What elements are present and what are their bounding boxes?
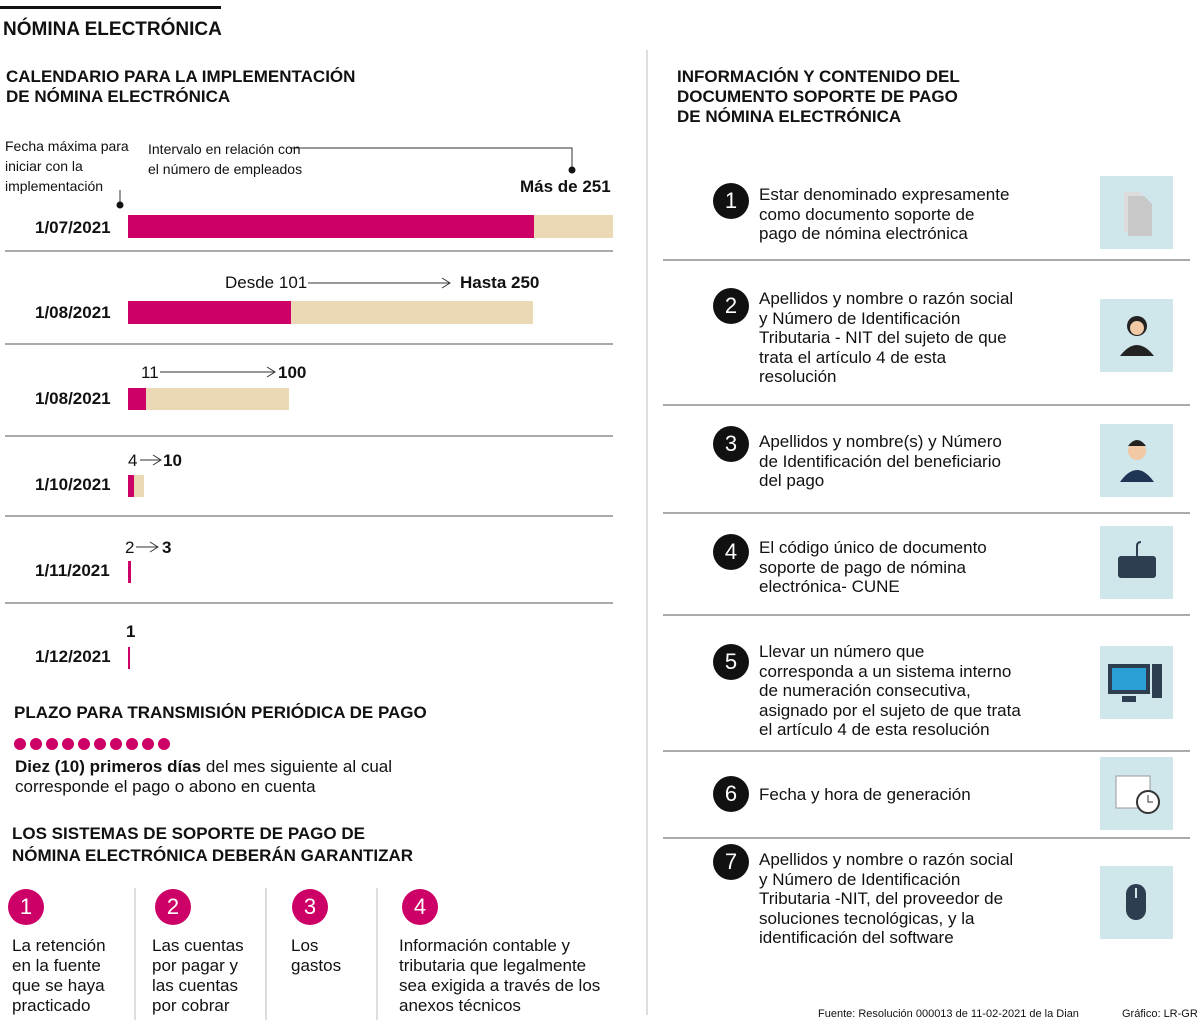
section-title: PLAZO PARA TRANSMISIÓN PERIÓDICA DE PAGO [14, 703, 427, 722]
date: 1/12/2021 [35, 647, 111, 666]
item-text: Información contable y [399, 936, 571, 955]
item-text: Estar denominado expresamente [759, 185, 1010, 204]
item-text: que se haya [12, 976, 105, 995]
section-title: CALENDARIO PARA LA IMPLEMENTACIÓN [6, 67, 356, 86]
legend: Fecha máxima para [5, 138, 129, 154]
legend: iniciar con la [5, 158, 83, 174]
section-title: NÓMINA ELECTRÓNICA DEBERÁN GARANTIZAR [12, 846, 414, 865]
item-text: del pago [759, 471, 825, 490]
item-text: corresponda a un sistema interno [759, 661, 1012, 681]
text: Diez (10) primeros días del mes siguient… [15, 758, 392, 775]
item-dividers [134, 888, 378, 1020]
range-from: Desde 101 [225, 273, 308, 292]
item-text: y Número de Identificación [759, 869, 961, 889]
number-badge: 1 [713, 183, 749, 219]
item-text: Tributaria - NIT del sujeto de que [759, 328, 1007, 347]
range-to: Hasta 250 [460, 273, 540, 292]
item-text: de Identificación del beneficiario [759, 451, 1001, 471]
header-rule [0, 6, 221, 9]
range-to: Más de 251 [520, 177, 611, 196]
range-from: 11 [141, 363, 159, 382]
item-text: electrónica- CUNE [759, 577, 900, 596]
item-text: Los [291, 936, 319, 955]
legend: el número de empleados [148, 161, 303, 177]
item-text: por pagar y [152, 956, 238, 975]
range-from: 2 [125, 538, 135, 557]
date: 1/07/2021 [35, 218, 111, 237]
row-separators [5, 250, 613, 604]
source: Fuente: Resolución 000013 de 11-02-2021 … [818, 1008, 1079, 1020]
bold-text: Diez (10) primeros días [15, 757, 202, 776]
info-separators [663, 259, 1190, 839]
number-badge: 2 [155, 889, 191, 925]
text: del mes siguiente al cual [205, 757, 393, 776]
date: 1/08/2021 [35, 389, 111, 408]
item-text: Apellidos y nombre o razón social [759, 289, 1014, 308]
item-text: anexos técnicos [399, 996, 521, 1015]
item-text: asignado por el sujeto de que trata [759, 700, 1021, 720]
section-title: DE NÓMINA ELECTRÓNICA [6, 87, 231, 106]
item-text: pago de nómina electrónica [759, 224, 968, 243]
number-badge: 3 [713, 426, 749, 462]
legend: Intervalo en relación con [148, 141, 301, 157]
section-title: DOCUMENTO SOPORTE DE PAGO [677, 87, 958, 106]
number-badge: 4 [402, 889, 438, 925]
credit: Gráfico: LR-GR [1122, 1008, 1198, 1020]
item-text: las cuentas [152, 976, 238, 995]
item-text: Tributaria -NIT, del proveedor de [759, 889, 1004, 908]
item-text: trata el artículo 4 de esta [759, 347, 947, 367]
item-text: practicado [12, 996, 91, 1015]
day-dots [14, 738, 170, 750]
item-text: tributaria que legalmente [399, 956, 587, 975]
item-text: identificación del software [759, 928, 954, 947]
page-title: NÓMINA ELECTRÓNICA [3, 19, 222, 40]
range-to: 1 [126, 622, 136, 641]
connector [290, 147, 573, 170]
item-text: de numeración consecutiva, [759, 681, 971, 700]
item-text: como documento soporte de [759, 204, 975, 224]
range-from: 4 [128, 451, 138, 470]
item-text: en la fuente [12, 956, 101, 975]
section-title: LOS SISTEMAS DE SOPORTE DE PAGO DE [12, 824, 365, 843]
item-text: Fecha y hora de generación [759, 785, 971, 804]
item-text: La retención [12, 936, 106, 955]
number-badge: 2 [713, 288, 749, 324]
item-text: El código único de documento [759, 538, 987, 557]
number-badge: 7 [713, 844, 749, 880]
item-text: Las cuentas [152, 936, 244, 955]
range-to: 10 [163, 451, 182, 470]
item-text: Apellidos y nombre(s) y Número [759, 432, 1002, 451]
number-badge: 1 [8, 889, 44, 925]
item-text: Apellidos y nombre o razón social [759, 850, 1014, 869]
section-title: DE NÓMINA ELECTRÓNICA [677, 107, 902, 126]
bars [128, 215, 613, 669]
number-badge: 3 [292, 889, 328, 925]
item-text: Llevar un número que [759, 642, 925, 661]
text: corresponde el pago o abono en cuenta [15, 777, 316, 796]
number-badge: 4 [713, 534, 749, 570]
icons [1100, 176, 1173, 939]
date: 1/10/2021 [35, 475, 111, 494]
arrows [136, 277, 451, 553]
range-to: 100 [278, 363, 307, 382]
item-text: y Número de Identificación [759, 308, 961, 328]
range-to: 3 [162, 538, 172, 557]
number-badge: 5 [713, 644, 749, 680]
item-text: gastos [291, 956, 342, 975]
item-text: resolución [759, 367, 837, 386]
item-text: por cobrar [152, 996, 230, 1015]
dot [116, 201, 124, 209]
item-text: soluciones tecnológicas, y la [759, 908, 975, 928]
legend: implementación [5, 178, 104, 194]
section-title: INFORMACIÓN Y CONTENIDO DEL [677, 67, 960, 86]
dot [568, 166, 576, 174]
date: 1/08/2021 [35, 303, 111, 322]
date: 1/11/2021 [35, 561, 110, 580]
item-text: el artículo 4 de esta resolución [759, 720, 990, 739]
item-text: sea exigida a través de los [399, 976, 601, 995]
number-badge: 6 [713, 776, 749, 812]
item-text: soporte de pago de nómina [759, 557, 966, 577]
